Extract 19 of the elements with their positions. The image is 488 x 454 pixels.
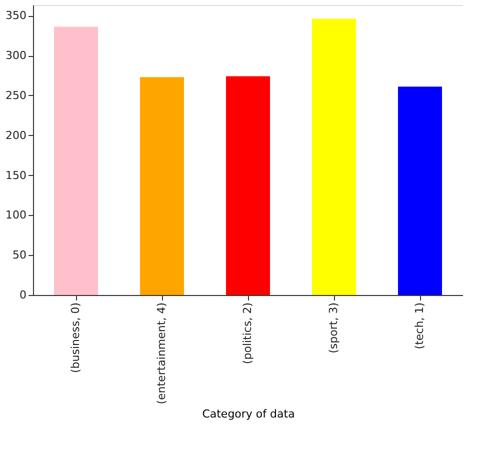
x-tick-label: (politics, 2) xyxy=(241,302,254,364)
y-tick-label: 200 xyxy=(6,128,26,142)
y-tick-label: 350 xyxy=(6,9,26,22)
bar xyxy=(140,77,184,295)
bar xyxy=(54,26,98,295)
y-tick-label: 100 xyxy=(6,208,26,222)
x-tick-label: (business, 0) xyxy=(69,302,82,374)
y-tick-label: 50 xyxy=(12,248,26,262)
x-tick-label: (entertainment, 4) xyxy=(155,302,168,404)
bar xyxy=(312,18,356,295)
x-tick-label: (sport, 3) xyxy=(327,302,340,354)
bar xyxy=(226,76,270,295)
y-tick-label: 150 xyxy=(6,168,26,182)
bar xyxy=(398,86,442,295)
x-axis-title: Category of data xyxy=(202,407,295,420)
y-tick-label: 0 xyxy=(20,288,26,302)
y-tick-label: 250 xyxy=(6,88,26,102)
y-tick-label: 300 xyxy=(6,49,26,62)
x-tick-label: (tech, 1) xyxy=(413,302,426,350)
